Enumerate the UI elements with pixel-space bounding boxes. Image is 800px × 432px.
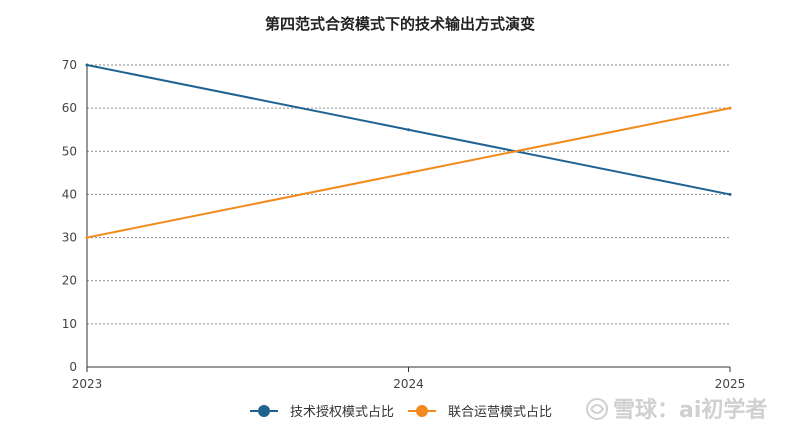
legend-marker bbox=[258, 405, 270, 417]
x-tick-label: 2023 bbox=[72, 377, 103, 391]
legend-item[interactable]: 技术授权模式占比 bbox=[250, 404, 394, 420]
y-tick-label: 60 bbox=[62, 101, 77, 115]
legend-marker bbox=[416, 405, 428, 417]
data-point bbox=[407, 171, 410, 175]
watermark-text: 雪球：ai初学者 bbox=[613, 397, 767, 423]
series-lines bbox=[85, 63, 732, 240]
data-point bbox=[728, 106, 732, 110]
xueqiu-logo-icon bbox=[586, 398, 608, 420]
y-tick-label: 10 bbox=[62, 317, 77, 331]
y-tick-label: 50 bbox=[62, 144, 77, 158]
legend-item[interactable]: 联合运营模式占比 bbox=[408, 405, 552, 420]
data-point bbox=[728, 192, 732, 196]
y-tick-label: 70 bbox=[62, 58, 77, 72]
gridlines bbox=[87, 64, 730, 325]
watermark: 雪球：ai初学者 bbox=[586, 397, 767, 423]
data-point bbox=[85, 236, 89, 240]
axes: 0 10 20 30 40 50 60 70 2023 2024 2025 bbox=[62, 58, 746, 391]
y-tick-label: 40 bbox=[62, 187, 77, 201]
x-tick-label: 2025 bbox=[715, 377, 746, 391]
y-tick-label: 30 bbox=[62, 231, 77, 245]
legend-label: 技术授权模式占比 bbox=[290, 404, 394, 420]
legend-label: 联合运营模式占比 bbox=[448, 405, 552, 420]
data-point bbox=[85, 63, 89, 67]
x-tick-label: 2024 bbox=[393, 377, 424, 391]
chart-title: 第四范式合资模式下的技术输出方式演变 bbox=[265, 15, 535, 33]
y-tick-label: 20 bbox=[62, 274, 77, 288]
legend: 技术授权模式占比 联合运营模式占比 bbox=[250, 404, 552, 420]
y-tick-label: 0 bbox=[69, 360, 77, 374]
data-point bbox=[407, 128, 410, 132]
